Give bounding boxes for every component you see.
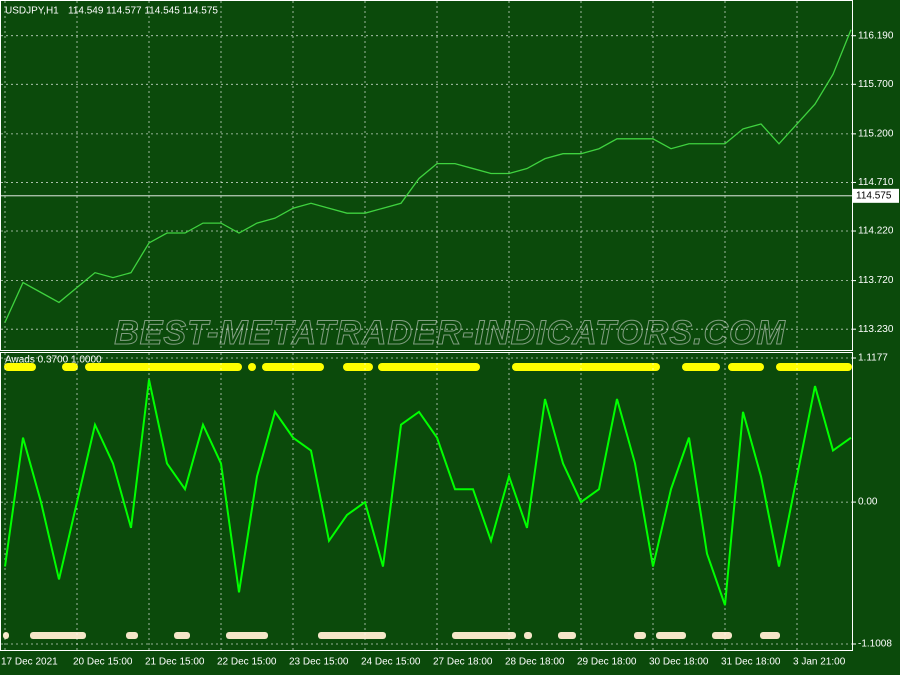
y-tick-label: 1.1177 [858, 353, 888, 364]
series-line [4, 29, 852, 323]
x-tick-label: 20 Dec 15:00 [73, 657, 133, 668]
signal-dot [174, 632, 190, 639]
signal-dot [512, 363, 660, 371]
y-tick-label: -1.1008 [858, 639, 892, 650]
x-tick-label: 22 Dec 15:00 [217, 657, 277, 668]
signal-dot [378, 363, 480, 371]
y-tick-label: 115.700 [858, 79, 894, 90]
x-tick-label: 21 Dec 15:00 [145, 657, 205, 668]
x-tick-label: 3 Jan 21:00 [793, 657, 846, 668]
signal-dot [712, 632, 732, 639]
quote: 114.549 114.577 114.545 114.575 [68, 6, 218, 17]
signal-dot [634, 632, 646, 639]
signal-dot [30, 632, 86, 639]
x-tick-label: 30 Dec 18:00 [649, 657, 709, 668]
symbol-title: USDJPY,H1 [5, 6, 59, 17]
x-tick-label: 27 Dec 18:00 [433, 657, 493, 668]
signal-dot [524, 632, 532, 639]
x-tick-label: 17 Dec 2021 [1, 657, 58, 668]
series-line [4, 379, 852, 606]
x-tick-label: 28 Dec 18:00 [505, 657, 565, 668]
signal-dot [452, 632, 516, 639]
signal-dot [226, 632, 268, 639]
x-tick-label: 31 Dec 18:00 [721, 657, 781, 668]
watermark: BEST-METATRADER-INDICATORS.COM [114, 314, 786, 352]
signal-dot [656, 632, 686, 639]
last-price-box [853, 188, 899, 203]
indicator-frame [0, 352, 853, 651]
y-tick-label: 113.230 [858, 324, 894, 335]
y-tick-label: 114.710 [858, 177, 894, 188]
signal-dot [262, 363, 324, 371]
signal-dot [728, 363, 764, 371]
signal-dot [85, 363, 242, 371]
x-tick-label: 23 Dec 15:00 [289, 657, 349, 668]
signal-dot [62, 363, 78, 371]
price-frame [0, 0, 853, 351]
signal-dot [4, 363, 36, 371]
signal-dot [682, 363, 720, 371]
signal-dots-bottom [3, 632, 780, 639]
signal-dot [3, 632, 9, 639]
signal-dot [558, 632, 576, 639]
signal-dot [776, 363, 852, 371]
y-tick-label: 116.190 [858, 30, 894, 41]
y-tick-label: 113.720 [858, 275, 894, 286]
signal-dot [343, 363, 373, 371]
x-tick-label: 24 Dec 15:00 [361, 657, 421, 668]
x-tick-label: 29 Dec 18:00 [577, 657, 637, 668]
last-price-label: 114.575 [856, 190, 892, 201]
y-tick-label: 0.00 [858, 497, 878, 508]
signal-dot [318, 632, 386, 639]
signal-dot [248, 363, 256, 371]
signal-dots-top [4, 363, 852, 371]
y-tick-label: 114.220 [858, 226, 894, 237]
signal-dot [126, 632, 138, 639]
indicator-title: Awads 0.3700 1.0000 [5, 355, 102, 366]
signal-dot [760, 632, 780, 639]
y-tick-label: 115.200 [858, 129, 894, 140]
